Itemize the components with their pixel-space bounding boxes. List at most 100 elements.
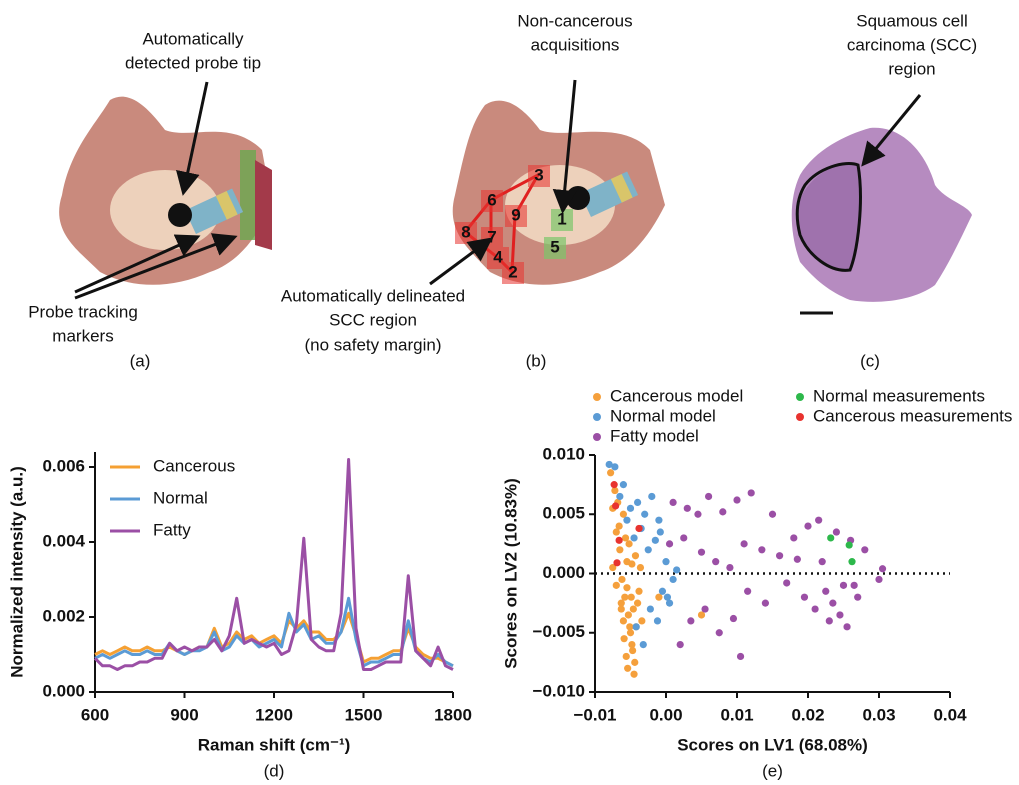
legend-label: Fatty: [153, 520, 191, 539]
legend-label: Cancerous measurements: [813, 406, 1012, 425]
x-tick-label: 0.01: [720, 705, 753, 724]
legend-swatch: [593, 393, 601, 401]
point: [783, 579, 790, 586]
marker-label: 4: [493, 247, 503, 266]
point: [623, 653, 630, 660]
legend-label: Normal measurements: [813, 386, 985, 405]
point: [812, 605, 819, 612]
point: [875, 576, 882, 583]
panel-label: (e): [762, 761, 783, 780]
point: [664, 594, 671, 601]
marker-label: 9: [511, 205, 520, 224]
point: [654, 617, 661, 624]
photo-a: [59, 97, 272, 285]
photo-b: [453, 101, 665, 285]
point: [879, 565, 886, 572]
legend-label: Cancerous: [153, 456, 235, 475]
x-tick-label: 1800: [434, 705, 472, 724]
point: [628, 594, 635, 601]
marker-label: 1: [557, 209, 566, 228]
point: [684, 505, 691, 512]
point: [641, 511, 648, 518]
panel-label: (b): [526, 351, 547, 370]
point: [611, 463, 618, 470]
y-tick-label: 0.004: [42, 531, 85, 550]
annotation: Probe tracking: [28, 302, 138, 321]
annotation: Non-cancerous: [517, 11, 632, 30]
marker-label: 6: [487, 190, 496, 209]
marker-label: 7: [487, 227, 496, 246]
point: [801, 594, 808, 601]
annotation: Automatically: [142, 29, 244, 48]
point: [638, 617, 645, 624]
x-axis-label: Raman shift (cm⁻¹): [198, 735, 351, 754]
point: [625, 611, 632, 618]
point: [623, 517, 630, 524]
point: [836, 611, 843, 618]
point: [804, 523, 811, 530]
marker-label: 8: [461, 222, 470, 241]
y-tick-label: 0.010: [542, 444, 585, 463]
x-tick-label: 0.04: [933, 705, 967, 724]
point: [635, 525, 642, 532]
x-tick-label: 900: [170, 705, 198, 724]
point: [659, 588, 666, 595]
legend-label: Normal model: [610, 406, 716, 425]
y-axis-label: Scores on LV2 (10.83%): [501, 478, 520, 669]
point: [673, 566, 680, 573]
y-tick-label: −0.005: [533, 622, 585, 641]
annotation: region: [888, 59, 935, 78]
point: [652, 537, 659, 544]
point: [633, 623, 640, 630]
point: [726, 564, 733, 571]
annotation: markers: [52, 326, 113, 345]
x-axis-label: Scores on LV1 (68.08%): [677, 735, 868, 754]
point: [776, 552, 783, 559]
point: [623, 584, 630, 591]
annotation: (no safety margin): [305, 335, 442, 354]
point: [861, 546, 868, 553]
point: [630, 671, 637, 678]
legend-label: Normal: [153, 488, 208, 507]
point: [744, 588, 751, 595]
point: [815, 517, 822, 524]
point: [790, 534, 797, 541]
y-tick-label: 0.005: [542, 504, 585, 523]
point: [629, 647, 636, 654]
point: [769, 511, 776, 518]
point: [616, 493, 623, 500]
annotation: detected probe tip: [125, 53, 261, 72]
point: [662, 558, 669, 565]
point: [645, 546, 652, 553]
y-tick-label: −0.010: [533, 681, 585, 700]
point: [621, 635, 628, 642]
arrow: [430, 241, 488, 284]
point: [624, 665, 631, 672]
point: [851, 582, 858, 589]
panel-label: (c): [860, 351, 880, 370]
point: [630, 605, 637, 612]
point: [622, 534, 629, 541]
point: [846, 541, 853, 548]
point: [613, 582, 620, 589]
annotation: Squamous cell: [856, 11, 968, 30]
point: [616, 537, 623, 544]
legend-swatch: [796, 393, 804, 401]
point: [758, 546, 765, 553]
annotation: SCC region: [329, 310, 417, 329]
y-tick-label: 0.000: [42, 681, 85, 700]
x-tick-label: 0.00: [649, 705, 682, 724]
legend-swatch: [593, 413, 601, 421]
histology-c: [792, 128, 972, 313]
series-line: [95, 598, 453, 666]
point: [630, 534, 637, 541]
point: [854, 594, 861, 601]
figure: Automatically detected probe tip Probe t…: [0, 0, 1019, 785]
point: [616, 546, 623, 553]
point: [819, 558, 826, 565]
point: [762, 600, 769, 607]
legend-swatch: [796, 413, 804, 421]
point: [620, 481, 627, 488]
y-tick-label: 0.000: [542, 563, 585, 582]
point: [666, 540, 673, 547]
